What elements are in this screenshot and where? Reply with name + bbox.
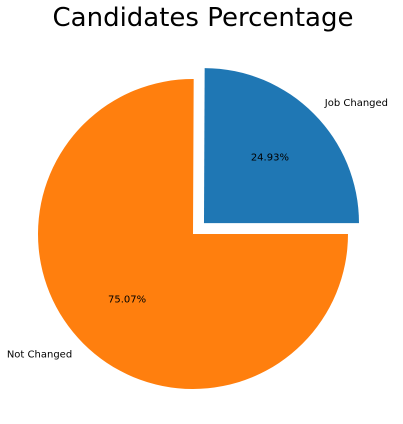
pie-slice-not-changed [38, 79, 348, 390]
pie-category-label: Not Changed [7, 349, 72, 360]
pie-slice-job-changed [203, 68, 359, 224]
slices-layer [38, 68, 359, 390]
pie-pct-label: 24.93% [251, 152, 289, 163]
pie-category-label: Job Changed [324, 98, 388, 109]
chart-title: Candidates Percentage [53, 3, 354, 33]
pie-pct-label: 75.07% [108, 295, 146, 306]
labels-layer: 24.93% Job Changed 75.07% Not Changed [7, 98, 388, 361]
